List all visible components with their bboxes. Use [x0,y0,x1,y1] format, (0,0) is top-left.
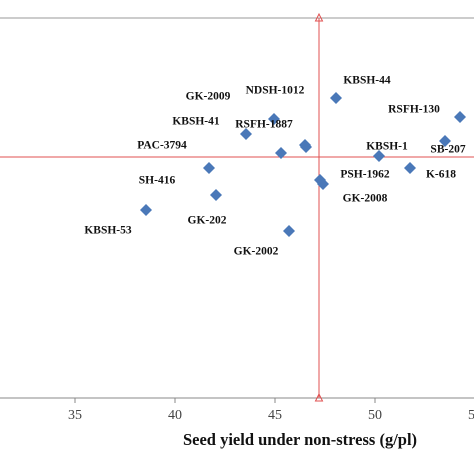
point-label: KBSH-44 [343,75,391,87]
point [275,147,287,159]
x-tick-label: 40 [168,408,182,423]
point [439,135,451,147]
point-label: RSFH-1887 [235,119,293,131]
point-label: GK-202 [188,215,227,227]
x-tick-label: 35 [68,408,82,423]
point [210,189,222,201]
point-label: KBSH-1 [366,141,408,153]
point-label: PAC-3794 [137,140,187,152]
point [283,225,295,237]
point-label: NDSH-1012 [246,85,305,97]
point [330,92,342,104]
point [140,204,152,216]
point-label: GK-2002 [234,246,279,258]
x-tick-label: 55 [468,408,474,423]
point-label: SB-207 [430,144,465,156]
point-label: K-618 [426,169,456,181]
point [268,113,280,125]
point [317,178,329,190]
reference-marker [314,392,324,402]
point [404,162,416,174]
point-label: GK-2009 [186,91,231,103]
x-tick-label: 45 [268,408,282,423]
point [203,162,215,174]
point-label: KBSH-53 [84,225,132,237]
point [299,139,311,151]
point [454,111,466,123]
x-axis-label: Seed yield under non-stress (g/pl) [183,430,417,449]
reference-marker [314,12,324,22]
point-label: RSFH-130 [388,104,440,116]
point-label: PSH-1962 [340,169,389,181]
point [240,128,252,140]
point-label: KBSH-41 [172,116,220,128]
x-tick-label: 50 [368,408,382,423]
point-label: GK-2008 [343,193,388,205]
point [373,150,385,162]
point-label: SH-416 [139,175,176,187]
